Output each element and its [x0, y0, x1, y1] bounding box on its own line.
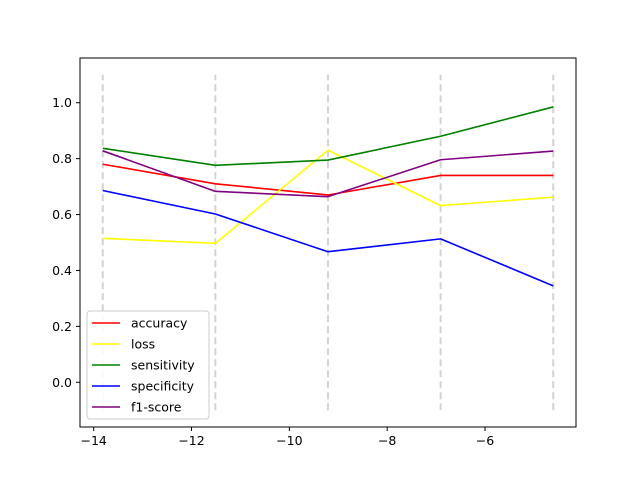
y-tick-label: 0.6	[52, 207, 72, 222]
y-tick-label: 0.8	[52, 151, 72, 166]
y-tick-label: 1.0	[52, 95, 72, 110]
series-line-accuracy	[102, 163, 554, 196]
y-tick-label: 0.0	[52, 375, 72, 390]
legend: accuracy loss sensitivity specificity f1-sco…	[86, 310, 210, 420]
series-lines	[102, 106, 554, 287]
x-tick-label: −8	[378, 433, 396, 448]
x-axis-ticks: −14 −12 −10 −8 −6	[81, 427, 494, 448]
legend-label-specificity: specificity	[131, 379, 195, 394]
x-tick-label: −14	[81, 433, 107, 448]
x-tick-label: −10	[276, 433, 302, 448]
y-tick-label: 0.2	[52, 319, 72, 334]
plot-frame	[79, 57, 577, 428]
y-axis-ticks: 0.0 0.2 0.4 0.6 0.8 1.0	[52, 95, 80, 390]
x-tick-label: −6	[476, 433, 494, 448]
legend-label-sensitivity: sensitivity	[131, 358, 195, 373]
y-tick-label: 0.4	[52, 263, 72, 278]
vertical-guide-lines	[101, 74, 555, 411]
x-tick-label: −12	[178, 433, 204, 448]
legend-label-accuracy: accuracy	[131, 316, 188, 331]
legend-box	[86, 310, 210, 420]
legend-label-loss: loss	[131, 337, 155, 352]
legend-label-f1-score: f1-score	[131, 400, 182, 415]
